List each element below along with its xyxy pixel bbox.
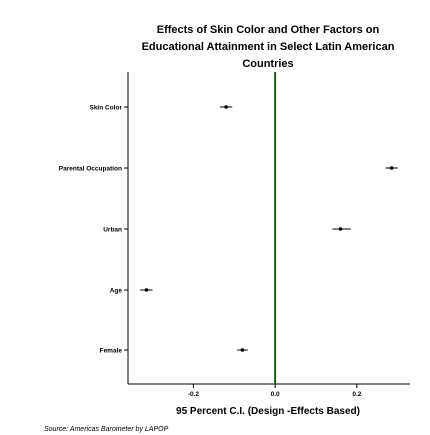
x-axis-title: 95 Percent C.I. (Design -Effects Based) xyxy=(176,406,360,417)
category-label: Parental Occupation xyxy=(59,166,122,173)
point-estimate xyxy=(389,166,394,170)
x-tick-label: 0.0 xyxy=(271,391,280,398)
x-tick-labels: -0.2 0.0 0.2 xyxy=(188,391,362,398)
axes xyxy=(124,72,410,388)
point-estimate xyxy=(144,288,149,292)
chart-title: Effects of Skin Color and Other Factors … xyxy=(142,24,395,70)
point-estimate xyxy=(224,105,228,109)
point-estimate xyxy=(338,227,343,231)
source-note: Source: Americas Barometer by LAPOP xyxy=(44,426,169,433)
category-label: Urban xyxy=(103,227,122,234)
category-label: Female xyxy=(100,348,123,355)
category-label: Age xyxy=(110,288,123,295)
category-labels: Skin Color Parental Occupation Urban Age Fem… xyxy=(59,105,123,355)
chart-title-line-1: Effects of Skin Color and Other Factors … xyxy=(157,24,380,36)
chart-title-line-3: Countries xyxy=(242,58,293,70)
x-tick-label: -0.2 xyxy=(188,391,200,398)
chart-title-line-2: Educational Attainment in Select Latin A… xyxy=(142,41,395,53)
point-estimate xyxy=(240,348,245,352)
category-label: Skin Color xyxy=(89,105,122,112)
x-tick-label: 0.2 xyxy=(352,391,361,398)
data-marks xyxy=(140,105,398,352)
